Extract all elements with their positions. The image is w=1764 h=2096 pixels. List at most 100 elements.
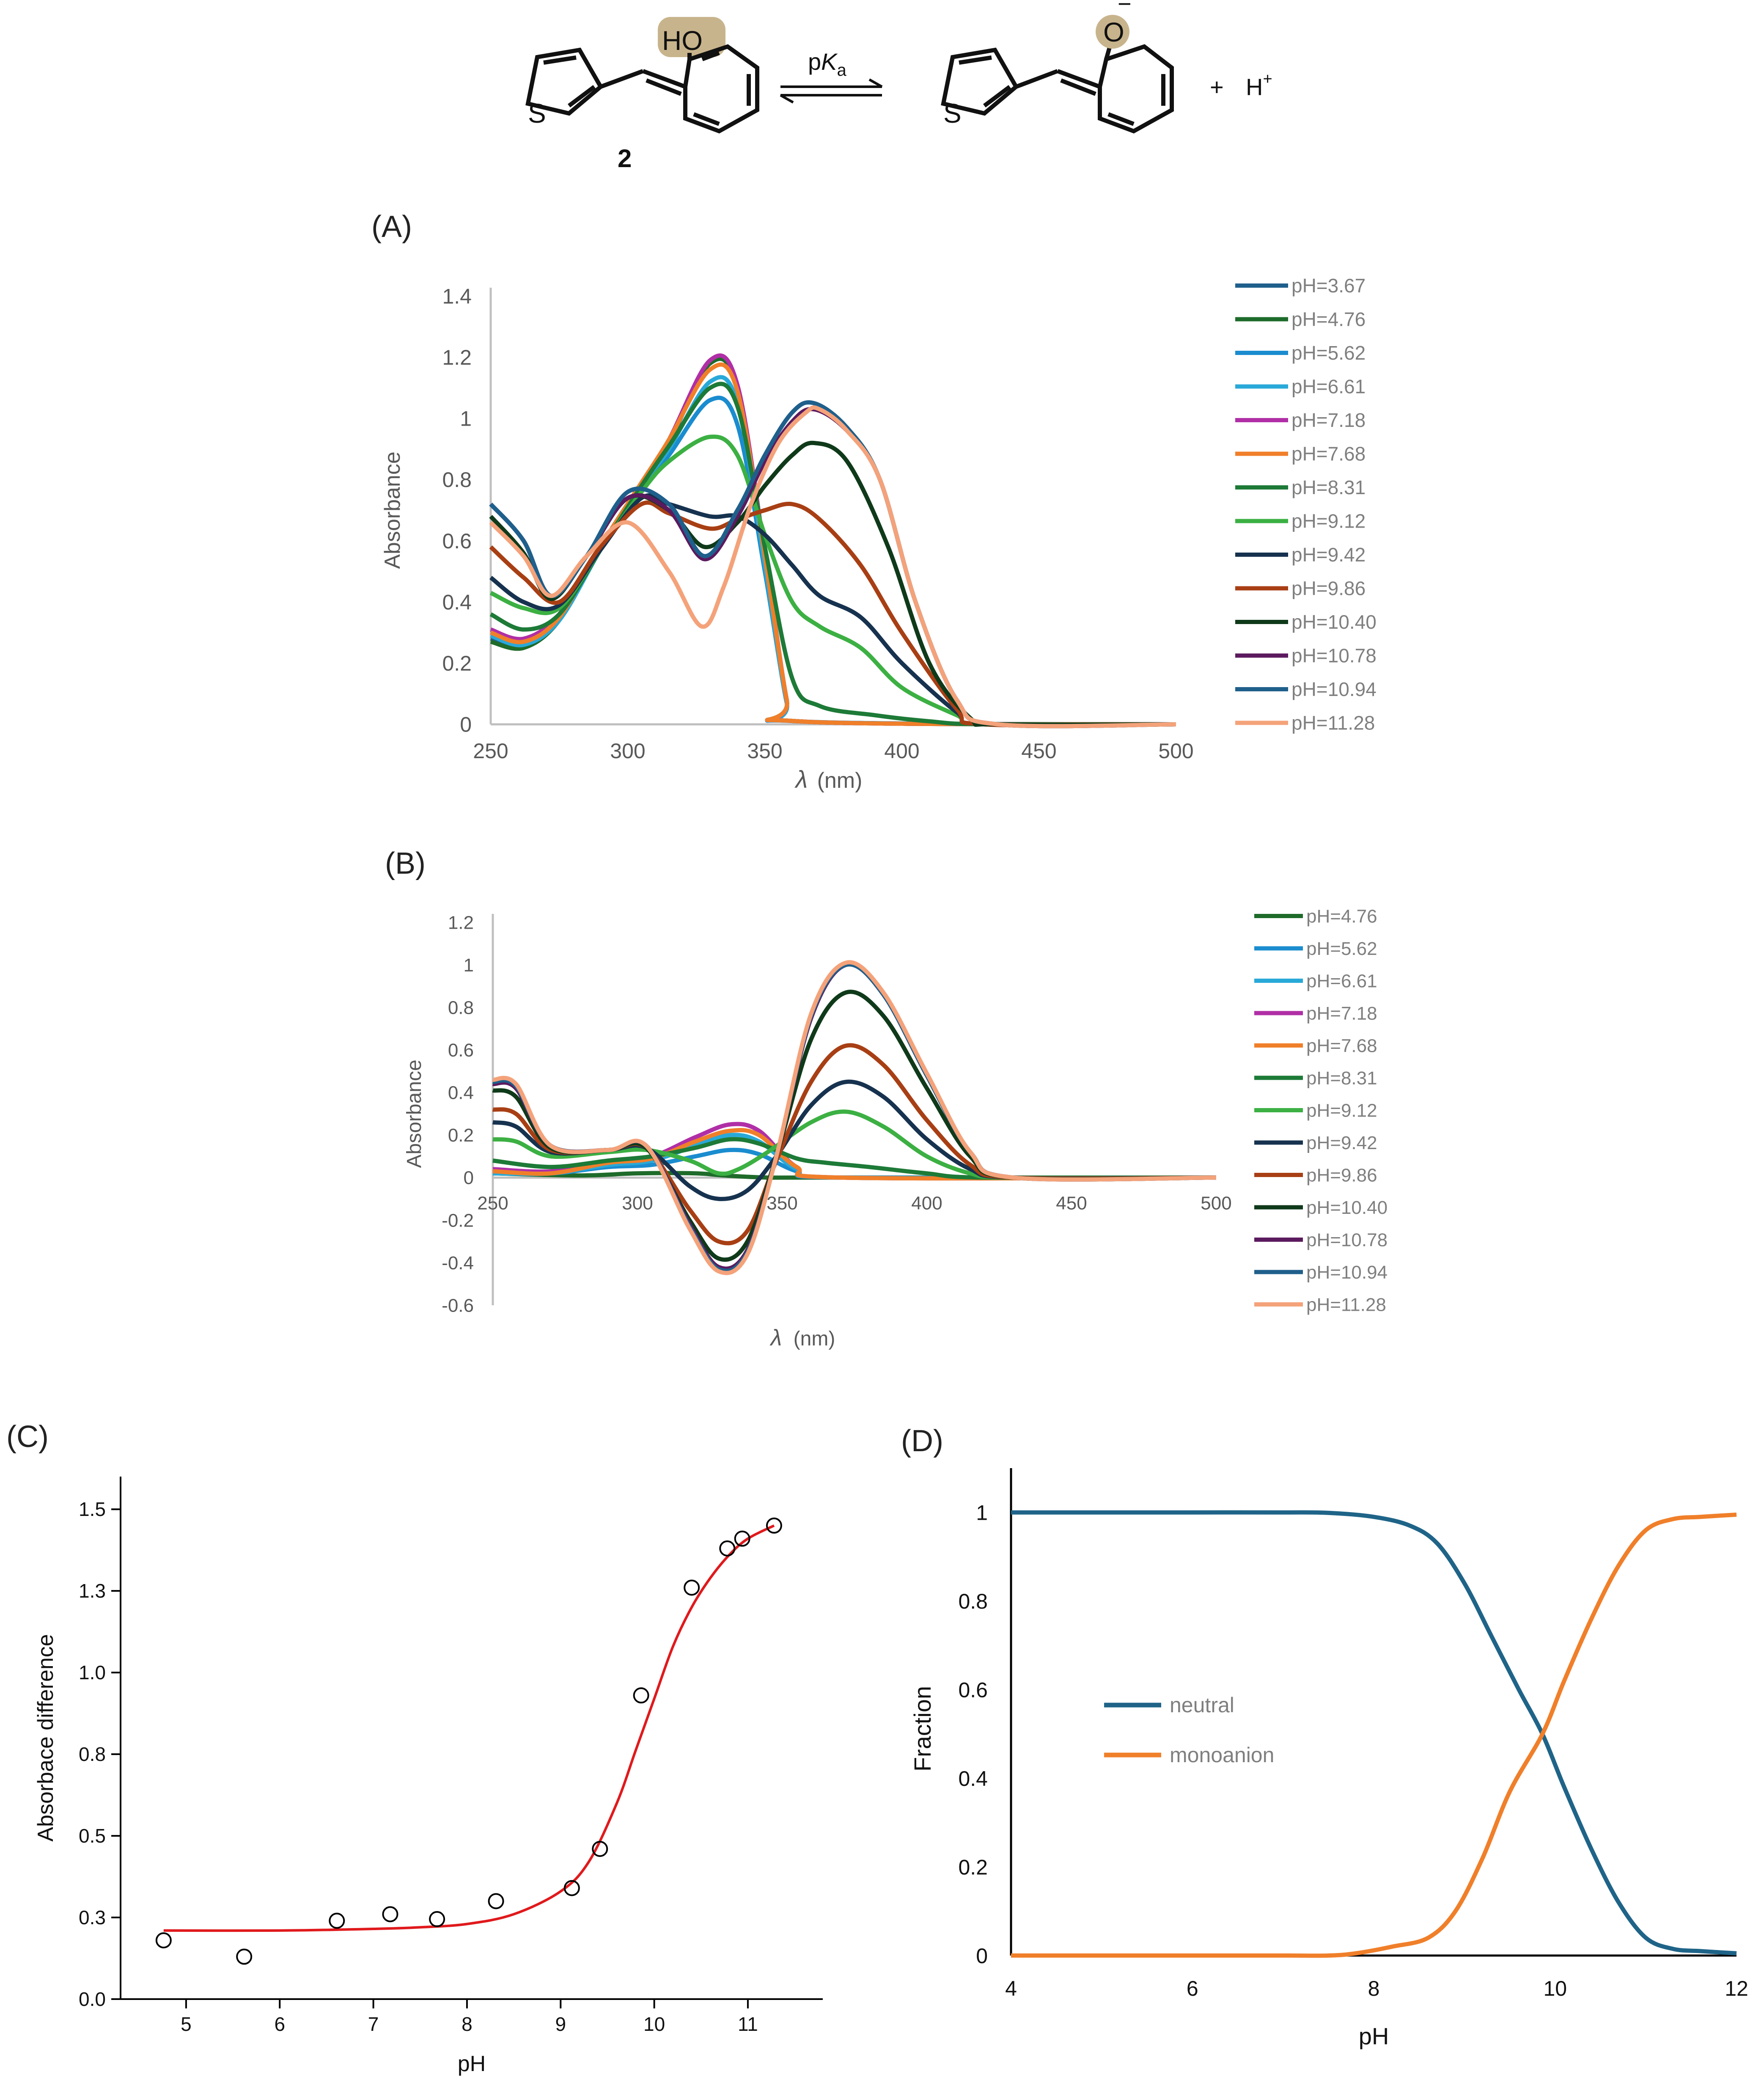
panel-a-legend-entry: pH=7.68 (1291, 443, 1366, 465)
panel-a-y-tick-label: 0.8 (442, 468, 472, 492)
panel-d-species-fraction: (D) 0 0.2 0.4 0.6 0.8 1 4 6 8 10 12 pH Fraction neutra… (901, 1424, 1748, 2049)
panel-c-y-tick-label: 0.5 (79, 1825, 106, 1847)
panel-a-y-tick-label: 1.2 (442, 346, 472, 369)
thiophene-ring-right (941, 47, 1019, 116)
panel-b-y-tick-label: -0.4 (442, 1253, 474, 1274)
panel-a-label: (A) (371, 210, 412, 244)
panel-b-x-tick-label: 450 (1056, 1193, 1087, 1213)
panel-c-y-tick-label: 1.5 (79, 1498, 106, 1520)
panel-b-y-tick-label: 0.4 (448, 1083, 474, 1103)
panel-c-data-point (382, 1906, 398, 1923)
panel-c-x-tick-label: 5 (181, 2013, 192, 2035)
panel-c-data-point (633, 1687, 649, 1704)
panel-d-legend-entry: neutral (1170, 1693, 1234, 1717)
panel-d-y-tick-label: 0.6 (958, 1678, 988, 1702)
panel-a-legend-entry: pH=10.78 (1291, 645, 1377, 667)
panel-d-x-tick-label: 8 (1368, 1977, 1380, 2000)
panel-a-legend-entry: pH=6.61 (1291, 376, 1366, 398)
panel-b-series-line (492, 1043, 1217, 1246)
panel-c-data-point (488, 1893, 504, 1909)
panel-d-legend-entry: monoanion (1170, 1743, 1274, 1767)
panel-a-y-axis-label: Absorbance (380, 451, 405, 569)
panel-c-data-point (592, 1840, 608, 1857)
panel-c-data-point (719, 1540, 736, 1557)
panel-c-data-point (766, 1517, 782, 1534)
compound-number: 2 (618, 144, 632, 173)
benzene-ring-right (1098, 44, 1174, 134)
panel-a-x-tick-label: 300 (610, 739, 645, 763)
panel-b-series-line (492, 1137, 1217, 1180)
panel-b-y-tick-label: 1.2 (448, 912, 474, 933)
panel-a-y-tick-label: 0.4 (442, 590, 472, 614)
ho-highlight (658, 17, 725, 57)
panel-c-x-tick-label: 7 (368, 2013, 379, 2035)
panel-a-legend-entry: pH=7.18 (1291, 409, 1366, 431)
panel-a-legend-entry: pH=8.31 (1291, 476, 1366, 498)
panel-a-x-tick-label: 250 (473, 739, 508, 763)
panel-a-x-tick-label: 400 (884, 739, 919, 763)
panel-c-y-tick-label: 0.3 (79, 1906, 106, 1928)
panel-b-x-axis-symbol: λ (769, 1325, 782, 1351)
panel-b-series-line (492, 960, 1217, 1275)
phenoxide-highlight (1096, 15, 1129, 49)
oxygen-label: O (1103, 17, 1124, 47)
panel-b-y-tick-label: 0.2 (448, 1125, 474, 1146)
panel-b-x-tick-label: 300 (622, 1193, 653, 1213)
oxygen-charge: − (1118, 0, 1132, 17)
proton-label: H+ (1246, 70, 1272, 100)
pka-label: pKa (808, 48, 847, 80)
panel-a-legend-entry: pH=10.94 (1291, 678, 1377, 700)
panel-b-y-axis-label: Absorbance (403, 1059, 426, 1168)
panel-a-series-line (489, 435, 1176, 727)
panel-c-fit-curve (163, 1524, 775, 1932)
panel-a-legend-entry: pH=9.42 (1291, 544, 1366, 566)
panel-b-legend-entry: pH=10.94 (1306, 1262, 1388, 1283)
panel-c-data-point (563, 1880, 580, 1896)
panel-c-data-point (329, 1912, 345, 1929)
panel-d-series-line (1011, 1513, 1737, 1958)
panel-c-data-point (684, 1579, 700, 1596)
panel-b-legend-entry: pH=7.18 (1306, 1003, 1377, 1024)
panel-c-absorbance-difference-vs-ph: (C) 0.0 0.3 0.5 0.8 1.0 1.3 1.5 5 6 7 8 9 10 11 pH Absor… (6, 1420, 823, 2076)
panel-c-label: (C) (6, 1420, 49, 1454)
panel-b-x-tick-label: 400 (911, 1193, 942, 1213)
panel-b-legend-entry: pH=9.42 (1306, 1133, 1377, 1153)
plus-sign: + (1210, 74, 1224, 100)
panel-c-data-point (155, 1932, 172, 1949)
benzene-ring-left (683, 44, 759, 134)
panel-b-difference-spectra: (B) -0.6 -0.4 -0.2 0 0.2 0.4 0.6 0.8 1 1.2 250 300 35… (385, 847, 1388, 1351)
panel-b-label: (B) (385, 847, 426, 880)
panel-b-x-tick-label: 250 (477, 1193, 508, 1213)
panel-a-series-line (489, 440, 1176, 727)
panel-a-series-line (489, 405, 1176, 729)
panel-b-legend-entry: pH=10.40 (1306, 1197, 1388, 1218)
panel-a-legend-entry: pH=11.28 (1291, 712, 1375, 734)
panel-b-legend-entry: pH=7.68 (1306, 1035, 1377, 1056)
panel-a-legend-entry: pH=10.40 (1291, 611, 1377, 633)
panel-a-y-tick-label: 0.2 (442, 652, 472, 675)
panel-d-x-axis-label: pH (1359, 2023, 1389, 2049)
panel-a-legend-entry: pH=3.67 (1291, 275, 1366, 297)
panel-d-series-line (1011, 1510, 1737, 1956)
panel-c-data-point (236, 1948, 253, 1965)
hydroxyl-label: HO (662, 25, 703, 56)
panel-a-legend-entry: pH=9.12 (1291, 510, 1366, 532)
panel-d-y-tick-label: 0.2 (958, 1856, 988, 1879)
panel-a-series-line (489, 500, 1176, 728)
panel-c-x-tick-label: 8 (462, 2013, 473, 2035)
panel-a-x-tick-label: 350 (747, 739, 782, 763)
panel-a-legend-entry: pH=5.62 (1291, 342, 1366, 364)
panel-b-y-tick-label: 0.8 (448, 998, 474, 1018)
panel-b-legend-entry: pH=9.12 (1306, 1100, 1377, 1121)
panel-b-series-line (492, 990, 1217, 1262)
panel-c-x-axis-label: pH (458, 2052, 486, 2076)
panel-c-y-tick-label: 1.3 (79, 1580, 106, 1602)
panel-b-legend-entry: pH=9.86 (1306, 1165, 1377, 1186)
thiophene-ring-left (525, 47, 604, 116)
panel-a-legend-entry: pH=9.86 (1291, 578, 1366, 600)
panel-c-x-tick-label: 9 (555, 2013, 566, 2035)
panel-a-x-tick-label: 500 (1158, 739, 1193, 763)
panel-a-y-tick-label: 1.4 (442, 285, 472, 308)
panel-a-legend-entry: pH=4.76 (1291, 308, 1366, 330)
